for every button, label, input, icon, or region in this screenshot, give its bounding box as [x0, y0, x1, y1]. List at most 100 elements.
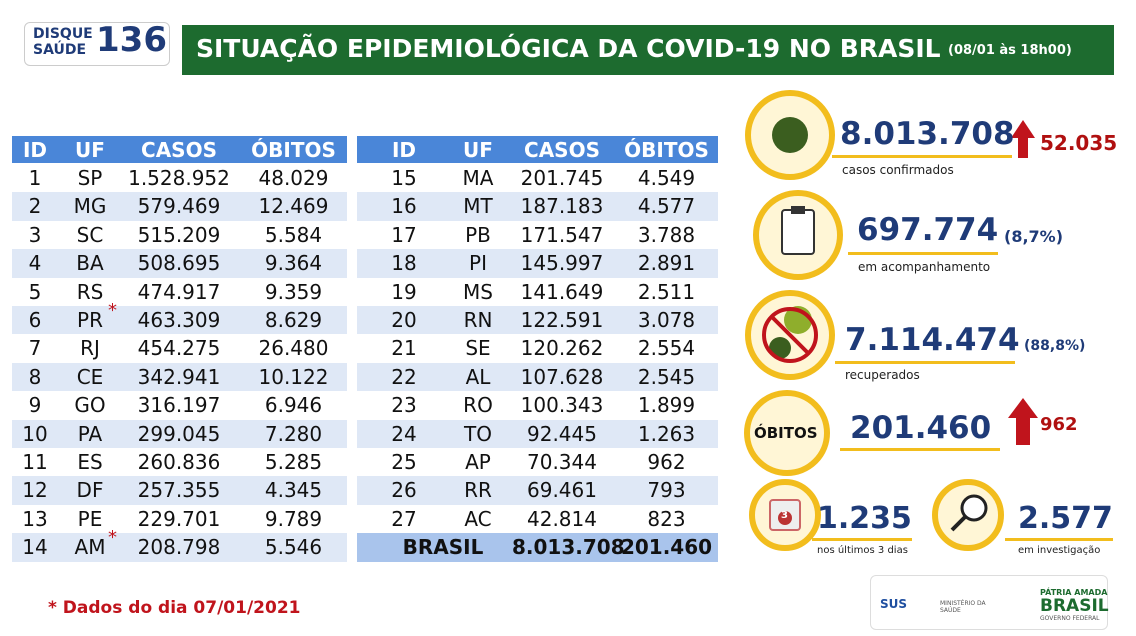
table-cell: 42.814	[527, 506, 597, 531]
underline	[835, 361, 1015, 364]
table-cell: MA	[462, 166, 494, 190]
table-cell: RJ	[80, 336, 100, 361]
logo-line2: SAÚDE	[33, 42, 87, 58]
table-cell: 145.997	[520, 251, 604, 276]
calendar-label: 3	[781, 510, 788, 521]
table-cell: 454.275	[137, 336, 221, 361]
underline	[812, 538, 912, 541]
table-cell: PB	[465, 222, 491, 247]
table-cell: 579.469	[137, 194, 221, 219]
table-cell: 21	[391, 336, 417, 361]
column-header: ID	[22, 138, 48, 162]
total-cell: 8.013.708	[512, 535, 625, 560]
table-cell: 962	[647, 450, 686, 474]
table-cell: 6.946	[264, 393, 323, 418]
confirmed-change: 52.035	[1040, 131, 1118, 155]
underline	[1005, 538, 1113, 541]
table-cell: 18	[391, 251, 417, 276]
row-band	[12, 306, 347, 335]
table-cell: 9.789	[264, 506, 323, 531]
icons	[744, 90, 1038, 551]
table-cell: 25	[391, 450, 417, 474]
table-cell: RN	[463, 308, 493, 332]
table-cell: 1.528.952	[128, 166, 230, 190]
table-cell: 10	[22, 421, 48, 446]
table-cell: 6	[28, 308, 42, 332]
table-cell: 5.546	[264, 535, 323, 560]
title: SITUAÇÃO EPIDEMIOLÓGICA DA COVID-19 NO B…	[196, 34, 941, 63]
table-cell: 12.469	[258, 194, 329, 219]
table-cell: CE	[76, 364, 104, 389]
table-cell: DF	[76, 478, 104, 503]
table-cell: SE	[465, 336, 491, 361]
confirmed-label: casos confirmados	[842, 163, 954, 177]
recent-value: 1.235	[817, 501, 912, 536]
table-cell: 187.183	[520, 194, 604, 219]
row-band	[12, 419, 347, 448]
table-cell: 4.345	[264, 478, 323, 503]
column-header: ÓBITOS	[251, 138, 336, 162]
recovered-share: (88,8%)	[1024, 338, 1086, 354]
row-band	[12, 362, 347, 392]
subtitle: (08/01 às 18h00)	[948, 43, 1072, 58]
table-cell: 10.122	[258, 364, 329, 389]
column-header: UF	[75, 138, 105, 162]
table-cell: RR	[464, 478, 492, 503]
table-cell: 2.891	[637, 251, 696, 276]
investigating-value: 2.577	[1018, 501, 1113, 536]
table-cell: 27	[391, 506, 417, 531]
logo-number: 136	[96, 20, 167, 60]
table-cell: GO	[74, 393, 106, 418]
table-cell: PI	[469, 251, 487, 276]
table-cell: 16	[391, 194, 417, 219]
table-cell: PE	[77, 506, 103, 531]
table-cell: 5	[28, 279, 42, 304]
monitoring-value: 697.774	[857, 212, 999, 248]
column-header: CASOS	[141, 138, 217, 162]
table-cell: 13	[22, 506, 48, 531]
table-cell: 120.262	[520, 336, 604, 361]
table-cell: AM	[74, 535, 106, 560]
table-cell: PR	[77, 308, 103, 332]
table-cell: 92.445	[527, 421, 597, 446]
table-cell: 24	[391, 421, 417, 446]
row-band	[12, 249, 347, 278]
table-header-bg	[12, 136, 347, 163]
table-cell: 229.701	[137, 506, 221, 531]
deaths-change: 962	[1040, 414, 1078, 435]
table-cell: RS	[76, 279, 104, 304]
table-cell: 515.209	[137, 222, 221, 247]
row-band	[357, 362, 718, 392]
title-bar	[182, 25, 1114, 75]
asterisk: *	[108, 300, 117, 321]
total-cell: 201.460	[620, 535, 713, 560]
deaths-value: 201.460	[850, 410, 992, 446]
table-cell: MS	[463, 279, 493, 304]
row-band	[357, 249, 718, 278]
gov-logo: GOVERNO FEDERAL	[1040, 615, 1100, 622]
deaths-icon-label: ÓBITOS	[754, 424, 818, 442]
table-cell: ES	[77, 450, 103, 474]
table-cell: 26.480	[258, 336, 329, 361]
patria-logo: PÁTRIA AMADA	[1040, 588, 1108, 597]
table-cell: 1	[28, 166, 42, 190]
brasil-logo: BRASIL	[1040, 596, 1109, 616]
sus-logo: SUS	[880, 597, 908, 611]
table-cell: 22	[391, 364, 417, 389]
investigating-label: em investigação	[1018, 545, 1101, 556]
table-cell: 20	[391, 308, 417, 332]
table-cell: MT	[463, 194, 493, 219]
row-band	[357, 192, 718, 221]
table-cell: 316.197	[137, 393, 221, 418]
table-cell: 14	[22, 535, 48, 560]
table-cell: 17	[391, 222, 417, 247]
table-cell: PA	[77, 421, 103, 446]
table-cell: 474.917	[137, 279, 221, 304]
table-cell: TO	[464, 421, 492, 446]
row-band	[12, 476, 347, 505]
table-cell: 69.461	[527, 478, 597, 503]
row-band	[357, 306, 718, 335]
column-header: UF	[463, 138, 493, 162]
logo-line1: DISQUE	[33, 26, 93, 42]
